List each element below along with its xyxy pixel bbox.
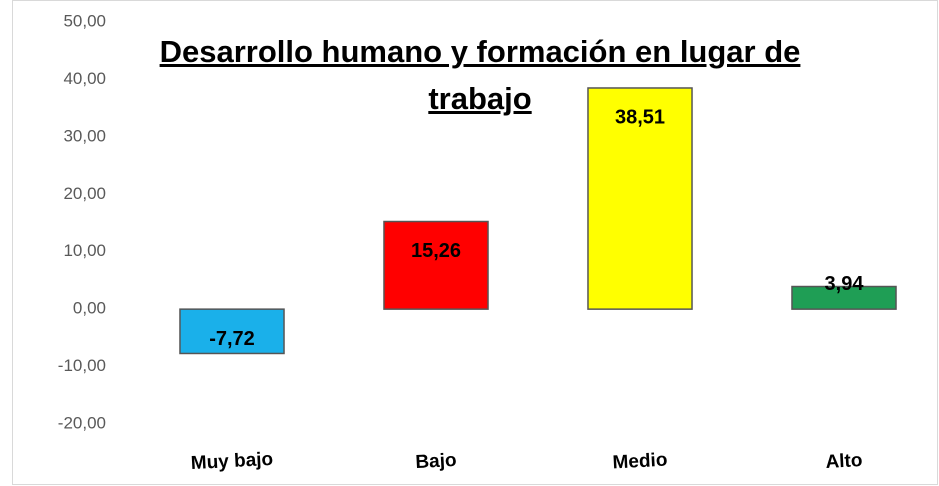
chart-border <box>12 0 938 485</box>
x-tick-label: Medio <box>612 450 668 474</box>
x-tick-label: Bajo <box>415 450 457 473</box>
y-tick-label: 0,00 <box>73 299 106 318</box>
y-tick-label: 50,00 <box>63 11 106 30</box>
value-label: -7,72 <box>209 328 255 350</box>
chart-title: Desarrollo humano y formación en lugar d… <box>159 34 801 116</box>
bar <box>791 285 897 310</box>
y-tick-label: 10,00 <box>63 241 106 260</box>
value-label: 3,94 <box>825 273 865 295</box>
y-tick-label: 20,00 <box>63 184 106 203</box>
bar <box>383 220 489 310</box>
y-tick-label: -10,00 <box>58 356 106 375</box>
value-label: 15,26 <box>411 240 461 262</box>
bar <box>179 308 285 355</box>
bar <box>587 87 693 310</box>
y-tick-label: 30,00 <box>63 126 106 145</box>
value-label: 38,51 <box>615 106 665 128</box>
y-tick-label: 40,00 <box>63 69 106 88</box>
y-tick-label: -20,00 <box>58 413 106 432</box>
x-tick-label: Muy bajo <box>190 449 273 474</box>
x-tick-label: Alto <box>825 450 863 473</box>
